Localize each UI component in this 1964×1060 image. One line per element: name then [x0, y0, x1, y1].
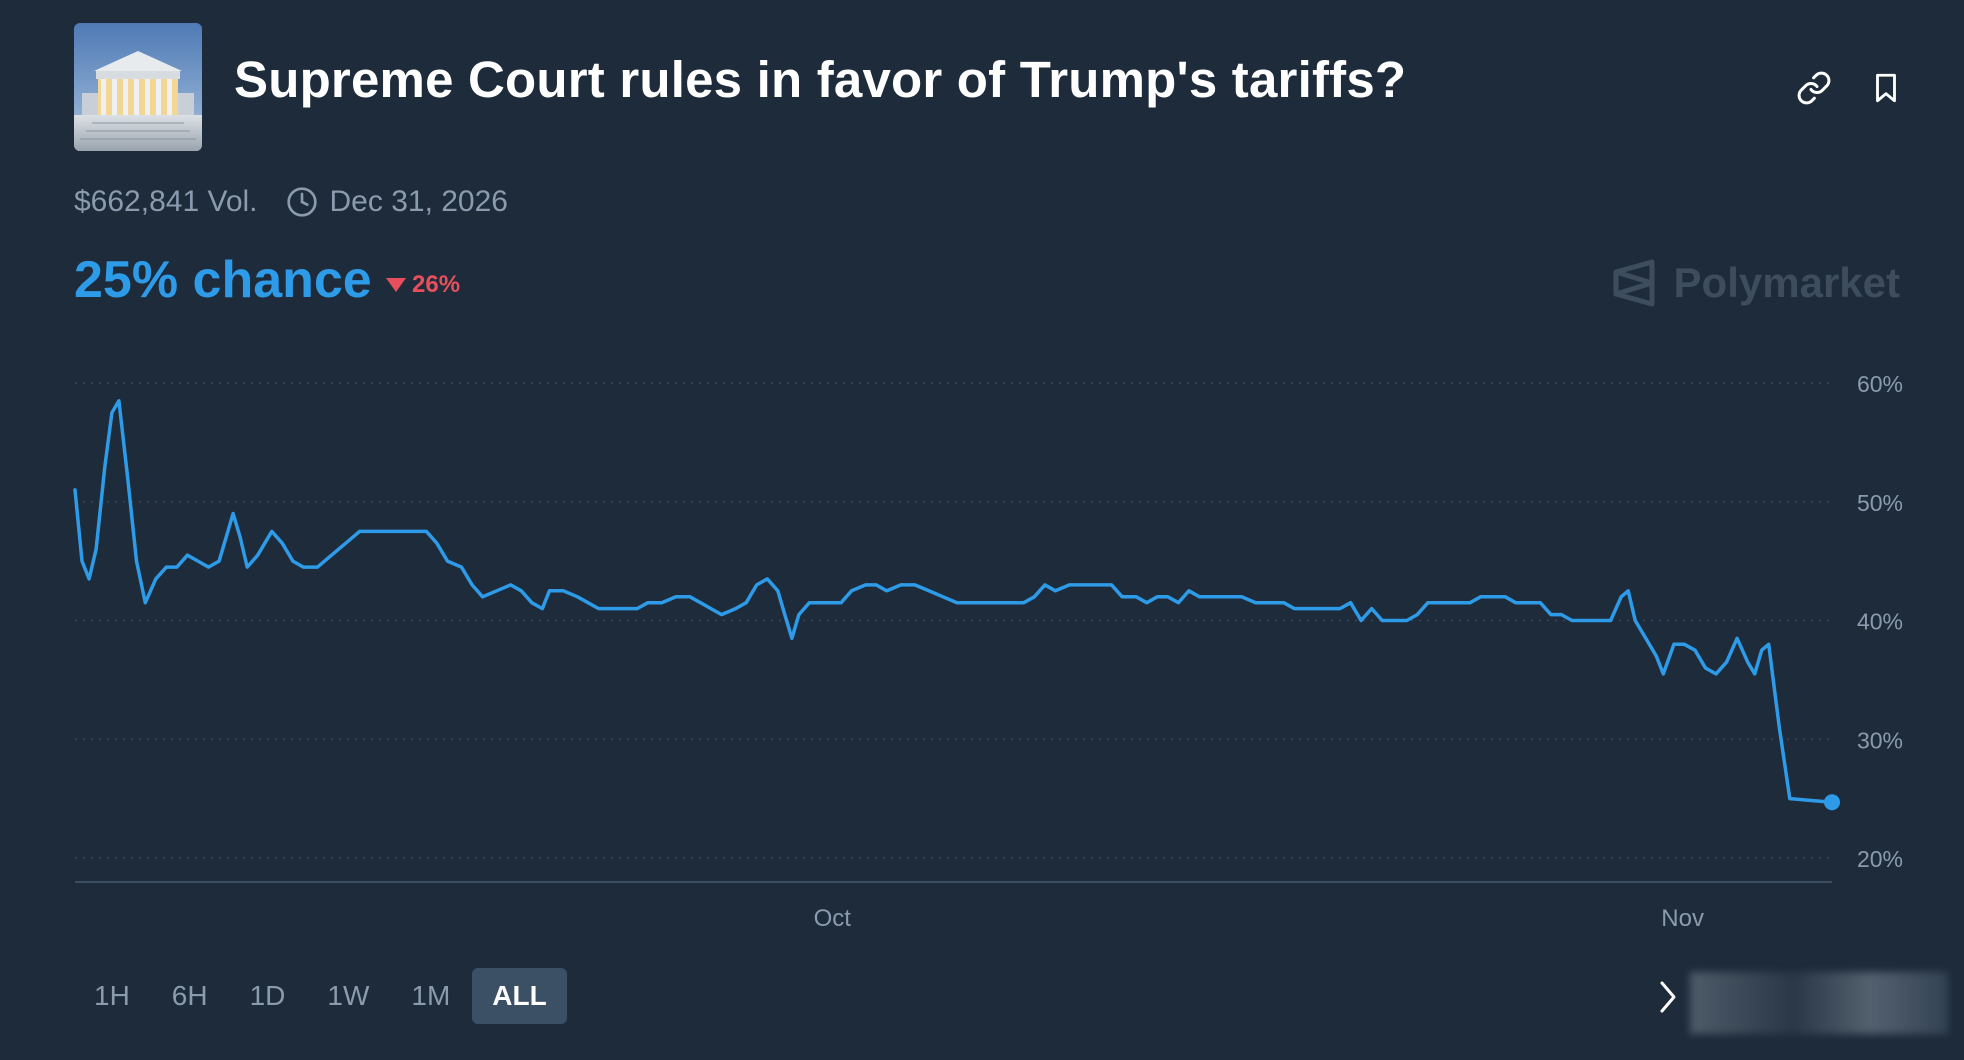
chance-value: 25% chance	[74, 251, 372, 309]
last-value-dot	[1824, 794, 1840, 811]
range-all-button[interactable]: ALL	[472, 968, 567, 1024]
y-tick-label: 40%	[1857, 609, 1903, 635]
range-1w-button[interactable]: 1W	[327, 980, 370, 1011]
market-meta: $662,841 Vol. Dec 31, 2026	[74, 185, 508, 219]
down-triangle-icon	[386, 277, 406, 293]
y-tick-label: 50%	[1857, 490, 1903, 516]
series-line	[73, 399, 1834, 804]
range-6h-button[interactable]: 6H	[171, 980, 208, 1011]
range-1d-button[interactable]: 1D	[249, 980, 286, 1011]
range-1m-button[interactable]: 1M	[411, 980, 451, 1011]
change-value: 26%	[412, 271, 461, 298]
time-range-tabs: 1H 6H 1D 1W 1M ALL	[74, 968, 569, 1024]
market-title: Supreme Court rules in favor of Trump's …	[234, 51, 1407, 108]
chevron-right-icon[interactable]	[1648, 975, 1688, 1019]
end-date-text: Dec 31, 2026	[329, 185, 508, 218]
y-tick-label: 60%	[1857, 371, 1903, 397]
market-thumbnail	[74, 23, 202, 151]
x-tick-label: Nov	[1661, 905, 1704, 932]
volume-text: $662,841 Vol.	[74, 185, 258, 218]
bookmark-button[interactable]	[1864, 66, 1908, 110]
range-1h-button[interactable]: 1H	[94, 980, 130, 1011]
y-tick-label: 30%	[1857, 727, 1903, 753]
clock-icon	[286, 186, 318, 218]
supreme-court-image	[74, 23, 202, 151]
change-badge: 26%	[386, 271, 460, 299]
link-icon	[1797, 71, 1831, 105]
polymarket-logo-icon	[1612, 258, 1656, 308]
brand-name: Polymarket	[1673, 259, 1900, 306]
copy-link-button[interactable]	[1792, 66, 1836, 110]
y-tick-label: 20%	[1857, 846, 1903, 872]
blurred-overlay	[1690, 972, 1948, 1034]
bookmark-icon	[1876, 73, 1896, 103]
polymarket-logo: Polymarket	[1612, 258, 1900, 308]
probability-chart: 60% 50% 40% 30% 20% Oct Nov	[73, 371, 1903, 932]
x-tick-label: Oct	[814, 905, 852, 932]
